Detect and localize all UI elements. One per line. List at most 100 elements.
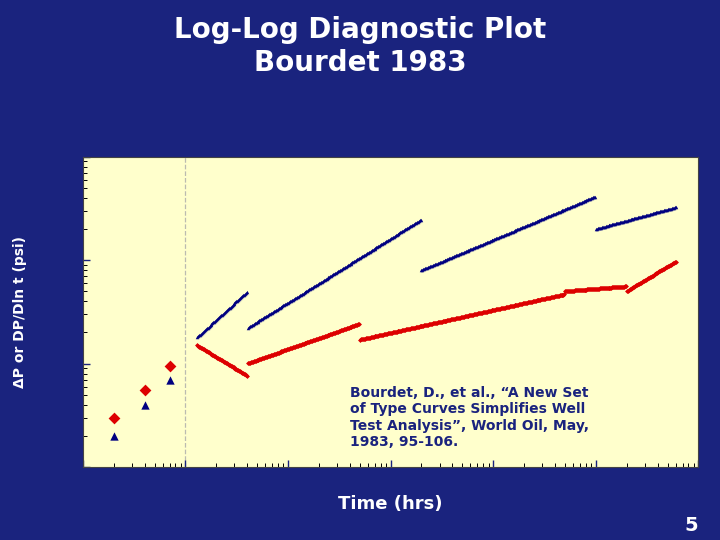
Point — [294, 341, 305, 349]
Point — [289, 294, 301, 302]
Point — [276, 347, 287, 356]
Point — [572, 200, 584, 208]
Point — [264, 352, 275, 360]
Point — [652, 208, 663, 217]
Point — [289, 342, 301, 351]
Point — [278, 301, 289, 310]
Point — [273, 348, 284, 357]
Point — [195, 329, 207, 338]
Point — [486, 236, 498, 245]
Point — [372, 242, 383, 251]
Point — [238, 290, 250, 299]
Point — [317, 333, 328, 341]
Point — [139, 401, 150, 409]
Point — [498, 303, 510, 312]
Point — [658, 264, 670, 273]
Point — [313, 334, 325, 342]
Point — [430, 260, 441, 268]
Point — [222, 305, 233, 314]
Point — [316, 333, 328, 342]
Point — [255, 355, 266, 363]
Point — [351, 255, 363, 264]
Point — [624, 285, 635, 294]
Point — [645, 210, 657, 218]
Point — [451, 314, 463, 322]
Point — [307, 336, 318, 345]
Point — [580, 197, 591, 205]
Point — [590, 285, 602, 293]
Point — [212, 353, 223, 362]
Point — [418, 265, 430, 273]
Point — [527, 297, 539, 306]
Point — [328, 270, 339, 279]
Point — [421, 264, 433, 272]
Point — [336, 265, 347, 274]
Point — [495, 233, 506, 241]
Point — [551, 292, 562, 300]
Point — [477, 308, 489, 317]
Point — [207, 350, 218, 359]
Point — [288, 343, 300, 352]
Point — [239, 370, 251, 379]
Point — [438, 256, 449, 265]
Point — [251, 356, 262, 364]
Point — [420, 264, 432, 272]
Point — [366, 245, 378, 254]
Point — [565, 202, 577, 211]
Point — [266, 350, 278, 359]
Point — [390, 231, 401, 240]
Point — [552, 292, 564, 300]
Point — [429, 319, 441, 327]
Point — [452, 314, 464, 322]
Point — [577, 286, 588, 294]
Point — [575, 286, 587, 294]
Point — [461, 247, 472, 255]
Point — [362, 248, 374, 257]
Point — [605, 284, 616, 292]
Point — [561, 205, 572, 213]
Point — [409, 323, 420, 332]
Point — [198, 345, 210, 354]
Point — [519, 299, 531, 307]
Point — [618, 282, 629, 291]
Point — [304, 338, 315, 346]
Point — [595, 284, 606, 293]
Point — [206, 350, 217, 359]
Point — [327, 271, 338, 279]
Point — [363, 248, 374, 256]
Point — [244, 359, 256, 367]
Point — [438, 316, 450, 325]
Point — [259, 353, 271, 362]
Point — [481, 307, 492, 316]
Point — [493, 305, 505, 313]
Point — [264, 309, 276, 318]
Point — [301, 339, 312, 347]
Point — [496, 232, 508, 240]
Point — [585, 194, 597, 202]
Point — [287, 296, 298, 305]
Point — [282, 345, 294, 354]
Point — [532, 217, 544, 225]
Point — [293, 292, 305, 300]
Point — [598, 222, 609, 231]
Point — [245, 322, 256, 330]
Point — [614, 218, 626, 227]
Point — [392, 229, 404, 238]
Point — [266, 308, 278, 317]
Point — [551, 208, 562, 217]
Point — [363, 333, 374, 342]
Point — [600, 284, 612, 292]
Point — [350, 321, 361, 330]
Point — [523, 220, 535, 229]
Point — [579, 197, 590, 205]
Point — [346, 259, 357, 267]
Point — [417, 265, 428, 274]
Point — [582, 285, 593, 294]
Point — [632, 280, 644, 288]
Point — [489, 235, 500, 244]
Point — [344, 323, 356, 332]
Point — [219, 358, 230, 367]
Point — [252, 318, 264, 326]
Point — [246, 357, 258, 366]
Point — [516, 224, 527, 232]
